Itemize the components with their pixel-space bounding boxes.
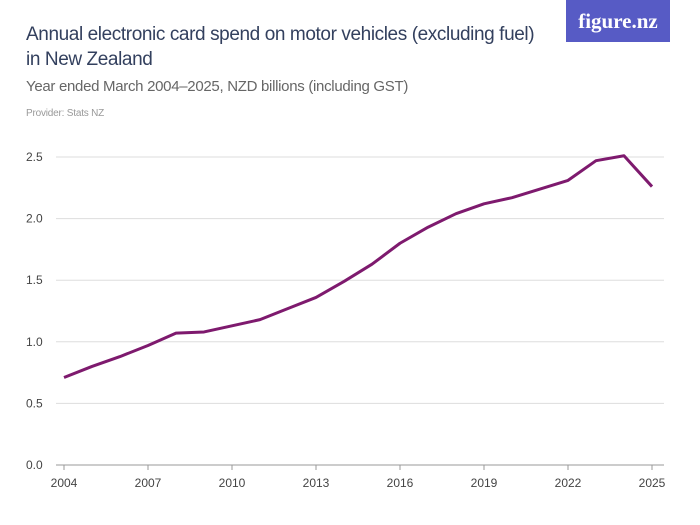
x-tick-label: 2010 (219, 476, 246, 490)
y-tick-label: 1.5 (26, 273, 43, 287)
chart-title: Annual electronic card spend on motor ve… (26, 24, 535, 70)
x-tick-label: 2013 (303, 476, 330, 490)
chart-subtitle: Year ended March 2004–2025, NZD billions… (26, 78, 409, 95)
x-tick-label: 2016 (387, 476, 414, 490)
figure-nz-logo[interactable]: figure.nz (566, 0, 670, 42)
x-tick-label: 2025 (639, 476, 666, 490)
provider-label: Provider: Stats NZ (26, 108, 105, 119)
x-tick-label: 2022 (555, 476, 582, 490)
y-tick-label: 0.0 (26, 458, 43, 472)
y-tick-label: 0.5 (26, 396, 43, 410)
x-tick-label: 2019 (471, 476, 498, 490)
y-tick-label: 2.0 (26, 212, 43, 226)
x-tick-label: 2007 (135, 476, 162, 490)
y-tick-label: 1.0 (26, 335, 43, 349)
series-line (63, 154, 654, 379)
x-tick-label: 2004 (51, 476, 78, 490)
y-tick-label: 2.5 (26, 150, 43, 164)
